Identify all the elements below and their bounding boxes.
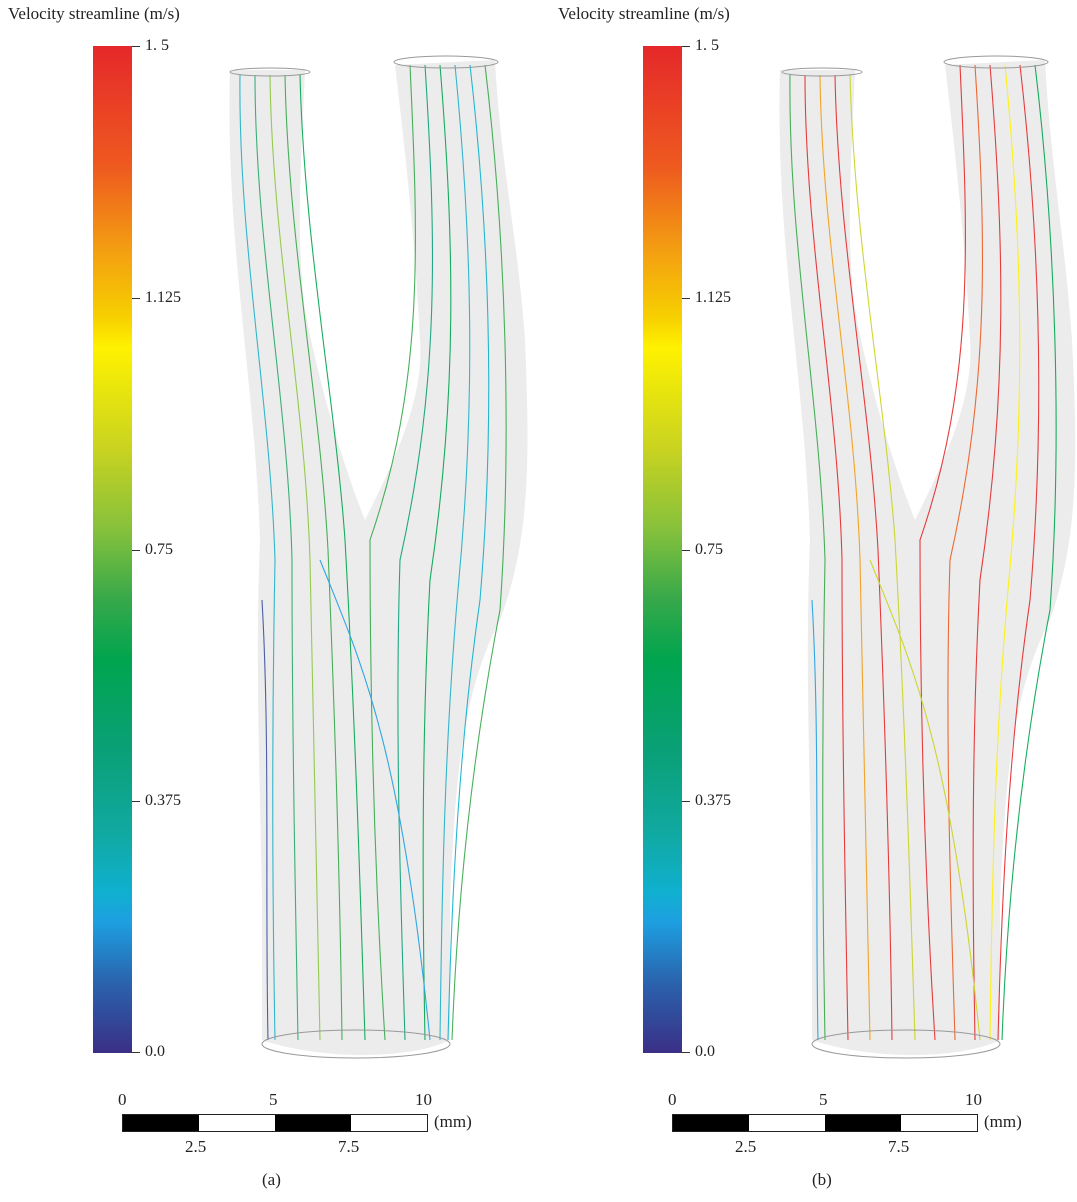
vessel-streamlines-b	[779, 55, 1076, 1059]
colorbar-title: Velocity streamline (m/s)	[558, 4, 730, 23]
colorbar-tick-line	[132, 46, 140, 47]
panel-caption: (b)	[812, 1170, 832, 1189]
colorbar-tick-line	[132, 801, 140, 802]
scale-label-2.5: 2.5	[185, 1137, 207, 1156]
colorbar-tick-1.5: 1. 5	[145, 37, 169, 54]
scale-label-10: 10	[965, 1090, 982, 1109]
scale-segment	[275, 1115, 351, 1131]
scale-bar	[672, 1114, 978, 1132]
panel-caption: (a)	[262, 1170, 281, 1189]
scale-segment	[901, 1115, 977, 1131]
scale-label-5: 5	[819, 1090, 828, 1109]
velocity-colorbar	[643, 46, 682, 1053]
colorbar-tick-0.75: 0.75	[145, 541, 173, 558]
colorbar-tick-0.75: 0.75	[695, 541, 723, 558]
colorbar-tick-0.0: 0.0	[695, 1043, 715, 1060]
colorbar-tick-0.375: 0.375	[145, 792, 181, 809]
colorbar-tick-1.125: 1.125	[695, 289, 731, 306]
outlet-right-ring	[943, 55, 1049, 69]
vessel-streamlines-a	[229, 55, 528, 1059]
scale-label-5: 5	[269, 1090, 278, 1109]
inlet-ring	[261, 1029, 451, 1059]
colorbar-title: Velocity streamline (m/s)	[8, 4, 180, 23]
scale-label-0: 0	[668, 1090, 677, 1109]
outlet-left-ring	[229, 67, 311, 77]
colorbar-tick-0.375: 0.375	[695, 792, 731, 809]
scale-label-0: 0	[118, 1090, 127, 1109]
colorbar-tick-0.0: 0.0	[145, 1043, 165, 1060]
scale-label-7.5: 7.5	[888, 1137, 910, 1156]
scale-segment	[673, 1115, 749, 1131]
scale-label-10: 10	[415, 1090, 432, 1109]
colorbar-tick-line	[132, 298, 140, 299]
scale-segment	[749, 1115, 825, 1131]
scale-unit: (mm)	[434, 1112, 472, 1131]
scale-segment	[123, 1115, 199, 1131]
colorbar-tick-1.5: 1. 5	[695, 37, 719, 54]
colorbar-tick-line	[682, 801, 690, 802]
scale-segment	[351, 1115, 427, 1131]
scale-segment	[199, 1115, 275, 1131]
scale-label-2.5: 2.5	[735, 1137, 757, 1156]
scale-label-7.5: 7.5	[338, 1137, 360, 1156]
colorbar-tick-1.125: 1.125	[145, 289, 181, 306]
colorbar-tick-line	[682, 550, 690, 551]
colorbar-tick-line	[682, 298, 690, 299]
colorbar-tick-line	[132, 550, 140, 551]
velocity-colorbar	[93, 46, 132, 1053]
inlet-ring	[811, 1029, 1001, 1059]
colorbar-tick-line	[132, 1052, 140, 1053]
scale-bar	[122, 1114, 428, 1132]
scale-unit: (mm)	[984, 1112, 1022, 1131]
outlet-right-ring	[393, 55, 499, 69]
colorbar-tick-line	[682, 1052, 690, 1053]
outlet-left-ring	[781, 67, 863, 77]
colorbar-tick-line	[682, 46, 690, 47]
panel-a: Velocity streamline (m/s) 1. 5 1.125 0.7…	[0, 0, 538, 1202]
panel-b: Velocity streamline (m/s) 1. 5 1.125 0.7…	[550, 0, 1077, 1202]
scale-segment	[825, 1115, 901, 1131]
